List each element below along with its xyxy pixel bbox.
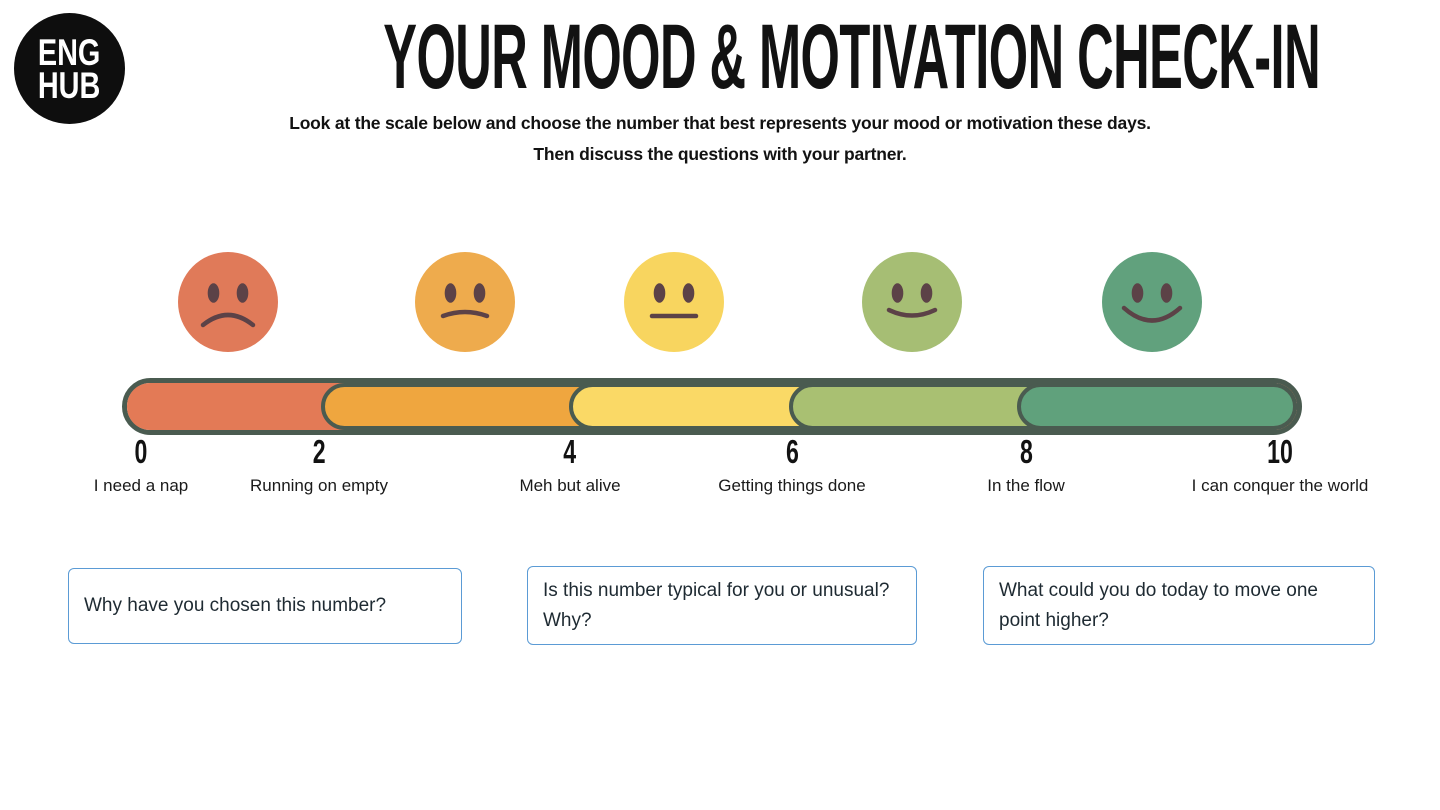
instructions-line2: Then discuss the questions with your par… (533, 144, 907, 164)
face-very-sad-icon (178, 252, 278, 352)
scale-tick-4: 4 Meh but alive (519, 433, 621, 495)
page-title: YOUR MOOD & MOTIVATION CHECK-IN (383, 6, 1321, 108)
tick-label: I can conquer the world (1191, 476, 1369, 495)
scale-tick-6: 6 Getting things done (718, 433, 866, 495)
eng-hub-logo: ENG HUB (14, 13, 125, 124)
question-box-3: What could you do today to move one poin… (983, 566, 1375, 645)
instructions: Look at the scale below and choose the n… (0, 108, 1440, 170)
tick-label: I need a nap (93, 476, 189, 495)
scale-tick-10: 10 I can conquer the world (1191, 433, 1369, 495)
tick-number: 2 (312, 433, 326, 470)
tick-label: In the flow (987, 476, 1065, 495)
face-neutral-icon (624, 252, 724, 352)
logo-text-line1: ENG (38, 31, 101, 73)
tick-label: Running on empty (250, 476, 388, 495)
tick-number: 8 (1019, 433, 1033, 470)
instructions-line1: Look at the scale below and choose the n… (289, 113, 1151, 133)
scale-tick-2: 2 Running on empty (250, 433, 388, 495)
tick-number: 6 (785, 433, 799, 470)
scale-tick-0: 0 I need a nap (93, 433, 189, 495)
tick-number: 10 (1267, 433, 1293, 470)
mood-scale-bar (122, 378, 1302, 435)
question-text: Is this number typical for you or unusua… (543, 579, 890, 631)
tick-number: 4 (563, 433, 577, 470)
face-content-icon (862, 252, 962, 352)
tick-label: Meh but alive (519, 476, 621, 495)
face-happy-icon (1102, 252, 1202, 352)
question-box-1: Why have you chosen this number? (68, 568, 462, 644)
tick-label: Getting things done (718, 476, 866, 495)
scale-segment-8-10 (1017, 383, 1297, 430)
question-text: Why have you chosen this number? (84, 595, 387, 616)
mood-scale-track (127, 383, 1297, 430)
question-text: What could you do today to move one poin… (999, 579, 1318, 631)
face-unhappy-icon (415, 252, 515, 352)
scale-tick-8: 8 In the flow (987, 433, 1065, 495)
tick-number: 0 (134, 433, 148, 470)
logo-text-line2: HUB (38, 64, 101, 106)
question-box-2: Is this number typical for you or unusua… (527, 566, 917, 645)
